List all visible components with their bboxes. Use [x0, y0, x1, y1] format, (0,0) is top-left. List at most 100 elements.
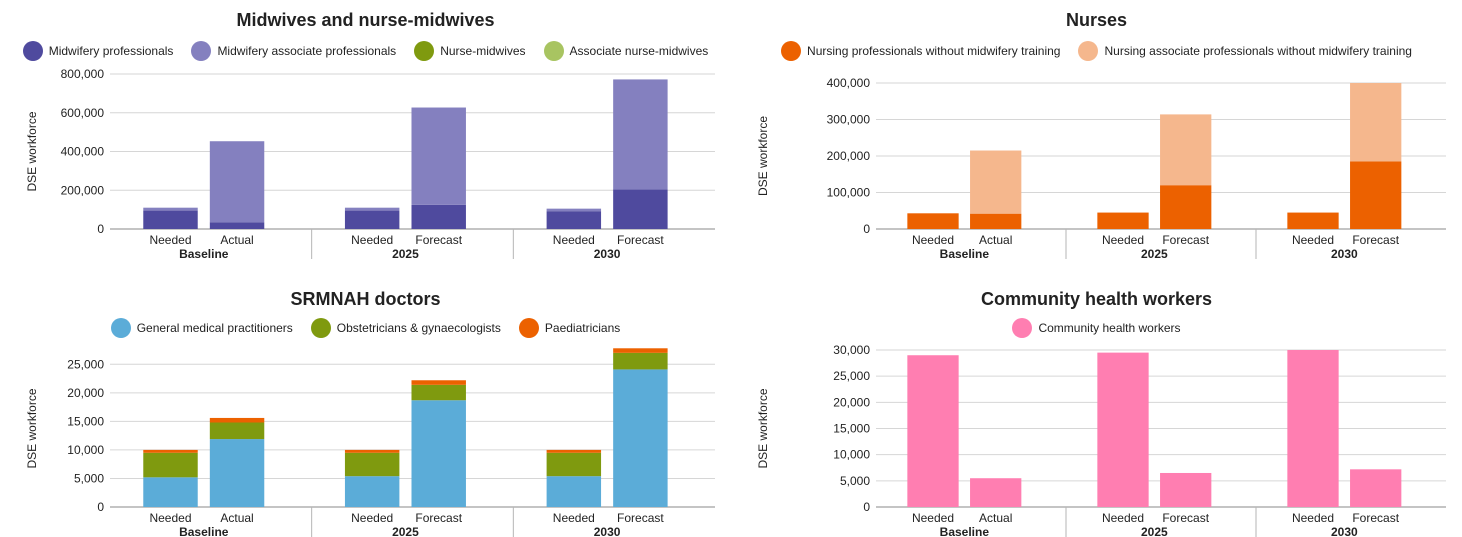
chart-panel-nurses: Nurses Nursing professionals without mid… — [731, 0, 1462, 268]
legend-label: Paediatricians — [544, 321, 621, 335]
chart-panel-doctors: SRMNAH doctors General medical practitio… — [0, 268, 731, 537]
y-tick-label: 800,000 — [61, 67, 105, 81]
bar-segment-general-medical-practitioners — [411, 400, 466, 507]
bar-segment-community-health-workers — [1160, 472, 1212, 507]
legend-label: Community health workers — [1038, 321, 1181, 335]
x-group-label: Baseline — [179, 525, 229, 537]
x-tick-label: Forecast — [1162, 511, 1209, 525]
x-tick-label: Needed — [1292, 233, 1334, 247]
bar-segment-paediatricians — [344, 449, 400, 453]
legend-swatch — [310, 318, 331, 338]
legend-label: Nursing professionals without midwifery … — [807, 44, 1061, 58]
bar-segment-nursing-professionals-without-midwifery-training — [1287, 212, 1339, 229]
y-axis-label: DSE workforce — [756, 388, 770, 468]
x-tick-label: Needed — [553, 511, 595, 525]
chart-plot: 0 5,000 10,000 15,000 20,000 25,000 30,000 DSE … — [756, 343, 1446, 537]
bar-segment-midwifery-associate-professionals — [411, 107, 466, 205]
bar-segment-nursing-associate-professionals-without-midwifery-training — [970, 150, 1022, 214]
legend-label: General medical practitioners — [136, 321, 293, 335]
legend-label: Associate nurse-midwives — [569, 44, 709, 58]
legend-swatch — [518, 318, 539, 338]
x-group-label: 2030 — [594, 247, 621, 261]
y-tick-label: 0 — [863, 500, 870, 514]
legend-item-obstetricians-gynaecologists: Obstetricians & gynaecologists — [310, 318, 501, 338]
legend-swatch — [1078, 41, 1099, 61]
x-tick-label: Needed — [351, 511, 393, 525]
bar-segment-paediatricians — [546, 449, 602, 453]
chart-plot: 0 100,000 200,000 300,000 400,000 DSE workfor… — [756, 76, 1446, 261]
x-group-label: 2025 — [1141, 525, 1168, 537]
y-tick-label: 10,000 — [67, 443, 104, 457]
x-tick-label: Needed — [1292, 511, 1334, 525]
x-tick-label: Forecast — [617, 233, 664, 247]
chart-title: Midwives and nurse-midwives — [236, 10, 495, 30]
bar-segment-general-medical-practitioners — [613, 369, 668, 507]
bar-segment-midwifery-associate-professionals — [344, 207, 400, 211]
bar-segment-midwifery-professionals — [613, 189, 668, 229]
legend-label: Nurse-midwives — [440, 44, 526, 58]
bar-segment-general-medical-practitioners — [344, 476, 400, 507]
x-tick-label: Needed — [149, 233, 191, 247]
bar-segment-midwifery-professionals — [143, 210, 198, 229]
bar-segment-nursing-professionals-without-midwifery-training — [1350, 161, 1402, 229]
y-tick-label: 20,000 — [833, 395, 870, 409]
x-group-label: Baseline — [940, 525, 990, 537]
bar-segment-community-health-workers — [1097, 352, 1149, 507]
bar-segment-midwifery-associate-professionals — [209, 141, 265, 223]
chart-panel-midwives: Midwives and nurse-midwives Midwifery pr… — [0, 0, 731, 268]
bar-segment-paediatricians — [411, 380, 466, 385]
x-group-label: 2025 — [1141, 247, 1168, 261]
bar-segment-obstetricians-gynaecologists — [411, 384, 466, 401]
bar-segment-nursing-associate-professionals-without-midwifery-training — [1160, 114, 1212, 186]
y-axis-label: DSE workforce — [25, 388, 39, 468]
y-tick-label: 400,000 — [827, 76, 871, 90]
bar-segment-obstetricians-gynaecologists — [613, 352, 668, 370]
bar-segment-community-health-workers — [1350, 469, 1402, 507]
y-tick-label: 10,000 — [833, 448, 870, 462]
bar-segment-midwifery-professionals — [344, 210, 400, 229]
bar-segment-paediatricians — [613, 348, 668, 353]
y-tick-label: 400,000 — [61, 145, 105, 159]
x-group-label: 2025 — [392, 525, 419, 537]
legend-swatch — [543, 41, 564, 61]
bar-segment-midwifery-associate-professionals — [143, 207, 198, 211]
x-group-label: Baseline — [940, 247, 990, 261]
bar-segment-midwifery-professionals — [411, 204, 466, 229]
y-tick-label: 0 — [863, 222, 870, 236]
chart-legend: General medical practitioners Obstetricia… — [0, 318, 731, 338]
x-tick-label: Needed — [351, 233, 393, 247]
x-tick-label: Forecast — [415, 233, 462, 247]
bar-segment-nursing-professionals-without-midwifery-training — [1160, 185, 1212, 229]
y-tick-label: 20,000 — [67, 386, 104, 400]
legend-item-nursing-associate-professionals-without-midwifery-training: Nursing associate professionals without … — [1078, 41, 1412, 61]
bar-segment-obstetricians-gynaecologists — [209, 422, 265, 440]
y-tick-label: 15,000 — [67, 414, 104, 428]
bar-segment-paediatricians — [209, 417, 265, 423]
y-tick-label: 100,000 — [827, 186, 871, 200]
bar-segment-nursing-professionals-without-midwifery-training — [907, 213, 959, 229]
bar-segment-community-health-workers — [1287, 350, 1339, 507]
x-tick-label: Needed — [1102, 511, 1144, 525]
x-tick-label: Forecast — [1352, 511, 1399, 525]
legend-label: Nursing associate professionals without … — [1104, 44, 1412, 58]
bar-segment-general-medical-practitioners — [143, 477, 198, 507]
y-tick-label: 25,000 — [67, 357, 104, 371]
y-tick-label: 30,000 — [833, 343, 870, 357]
legend-swatch — [781, 41, 802, 61]
bar-segment-obstetricians-gynaecologists — [344, 452, 400, 477]
legend-item-nurse-midwives: Nurse-midwives — [414, 41, 526, 61]
chart-plot: 0 200,000 400,000 600,000 800,000 DSE workfor… — [25, 67, 715, 261]
chart-legend: Nursing professionals without midwifery … — [731, 41, 1462, 61]
legend-swatch — [414, 41, 435, 61]
legend-item-general-medical-practitioners: General medical practitioners — [110, 318, 293, 338]
x-tick-label: Actual — [220, 233, 253, 247]
x-tick-label: Forecast — [415, 511, 462, 525]
x-tick-label: Forecast — [1162, 233, 1209, 247]
chart-legend: Midwifery professionals Midwifery associa… — [0, 41, 731, 61]
bar-segment-nursing-professionals-without-midwifery-training — [1097, 212, 1149, 229]
legend-label: Midwifery professionals — [48, 44, 174, 58]
chart-plot: 0 5,000 10,000 15,000 20,000 25,000 DSE workfo… — [25, 348, 715, 537]
chart-panel-chw: Community health workers Community healt… — [731, 268, 1462, 537]
x-group-label: Baseline — [179, 247, 229, 261]
x-tick-label: Needed — [912, 511, 954, 525]
